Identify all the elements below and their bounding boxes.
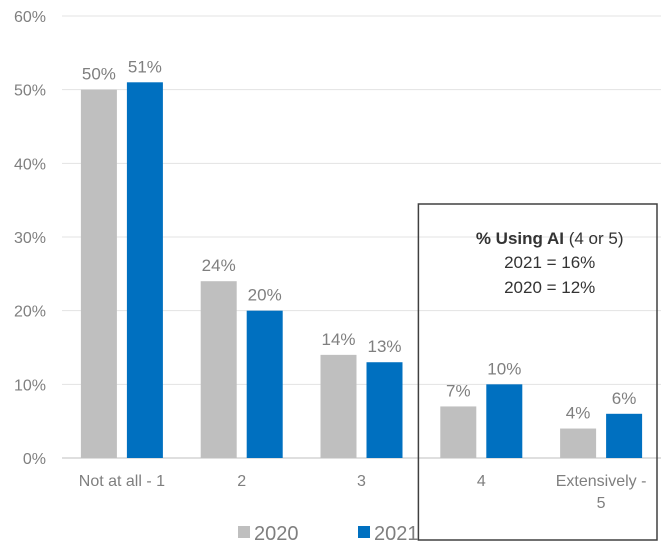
bar-2021-0 (126, 82, 163, 459)
annotation-title-bold: % Using AI (476, 229, 564, 248)
data-label-2020-0: 50% (82, 65, 116, 84)
y-tick-label: 60% (14, 9, 46, 26)
x-tick-label: Extensively -5 (556, 473, 647, 512)
x-tick-label: 4 (477, 473, 486, 490)
bar-2021-1 (246, 310, 283, 458)
bar-2021-2 (366, 362, 403, 458)
y-tick-label: 40% (14, 156, 46, 173)
data-label-2021-3: 10% (487, 359, 521, 378)
annotation-line-2021: 2021 = 16% (504, 253, 595, 272)
data-label-2021-2: 13% (367, 337, 401, 356)
x-tick-label: Not at all - 1 (79, 473, 165, 490)
y-tick-label: 50% (14, 83, 46, 100)
y-tick-label: 10% (14, 377, 46, 394)
annotation-title: % Using AI (4 or 5) (476, 229, 624, 248)
legend-label-2021: 2021 (374, 523, 419, 545)
legend: 2020 2021 (238, 523, 419, 545)
bar-2021-4 (606, 413, 643, 458)
data-label-2020-4: 4% (566, 404, 591, 423)
y-tick-label: 30% (14, 230, 46, 247)
data-label-2021-0: 51% (128, 57, 162, 76)
bar-2020-0 (80, 89, 117, 459)
annotation-border (417, 203, 658, 541)
data-label-2020-1: 24% (202, 256, 236, 275)
annotation-title-rest: (4 or 5) (564, 229, 624, 248)
bar-2020-1 (200, 281, 237, 458)
data-label-2021-4: 6% (612, 389, 637, 408)
y-tick-label: 20% (14, 304, 46, 321)
y-axis: 0% 10% 20% 30% 40% 50% 60% (14, 9, 46, 468)
legend-swatch-2021 (358, 526, 370, 538)
x-tick-label: 2 (237, 473, 246, 490)
data-label-2020-3: 7% (446, 381, 471, 400)
y-tick-label: 0% (23, 451, 46, 468)
data-labels: 50% 51% 24% 20% 14% 13% 7% 10% 4% 6% (82, 57, 637, 422)
legend-label-2020: 2020 (254, 523, 299, 545)
bar-2021-3 (486, 384, 523, 458)
legend-swatch-2020 (238, 526, 250, 538)
data-label-2020-2: 14% (321, 330, 355, 349)
bars (80, 82, 643, 459)
bar-2020-3 (440, 406, 477, 458)
x-axis: Not at all - 1 2 3 4 Extensively -5 (79, 473, 647, 512)
annotation-box: % Using AI (4 or 5) 2021 = 16% 2020 = 12… (417, 203, 658, 541)
bar-2020-4 (560, 428, 597, 458)
x-tick-label: 3 (357, 473, 366, 490)
bar-2020-2 (320, 354, 357, 458)
data-label-2021-1: 20% (248, 286, 282, 305)
annotation-line-2020: 2020 = 12% (504, 278, 595, 297)
